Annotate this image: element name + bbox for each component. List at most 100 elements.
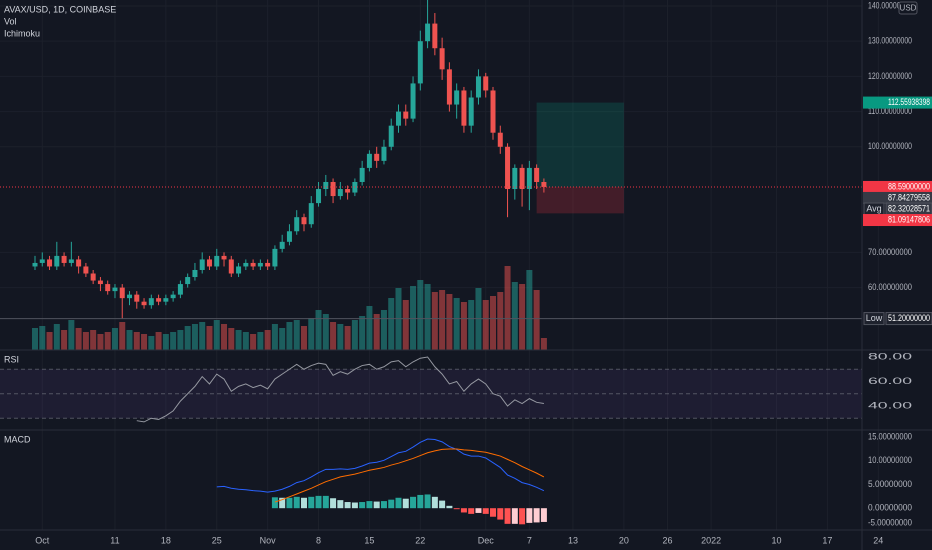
volume-bar bbox=[417, 280, 424, 350]
volume-bar bbox=[104, 332, 111, 350]
candle-body bbox=[396, 111, 401, 126]
volume-bar bbox=[141, 334, 148, 350]
y-tick-label: 10.00000000 bbox=[868, 455, 912, 465]
macd-histogram-bar bbox=[526, 508, 533, 523]
y-tick-label: 5.00000000 bbox=[868, 479, 912, 489]
candle-body bbox=[308, 203, 314, 225]
y-tick-label: 40.00 bbox=[868, 400, 912, 410]
volume-bar bbox=[431, 292, 438, 350]
x-tick-label: 7 bbox=[527, 535, 532, 545]
macd-histogram-bar bbox=[468, 508, 475, 514]
x-tick-label: Nov bbox=[260, 535, 277, 545]
candle-body bbox=[83, 266, 89, 274]
macd-histogram-bar bbox=[300, 497, 307, 509]
candle-body bbox=[417, 41, 423, 84]
volume-bar bbox=[53, 324, 60, 350]
volume-bar bbox=[32, 328, 38, 350]
volume-bar bbox=[242, 332, 249, 350]
x-tick-label: 20 bbox=[619, 535, 629, 545]
candle-body bbox=[497, 132, 503, 147]
candle-body bbox=[446, 69, 452, 105]
indicator-label[interactable]: Ichimoku bbox=[4, 28, 40, 38]
macd-histogram-bar bbox=[519, 508, 526, 525]
volume-bar bbox=[257, 332, 264, 350]
macd-histogram-bar bbox=[475, 508, 482, 513]
candle-body bbox=[505, 146, 511, 190]
candle-body bbox=[97, 280, 103, 285]
candle-body bbox=[76, 259, 82, 267]
candle-body bbox=[148, 298, 154, 306]
candle-body bbox=[177, 284, 183, 295]
volume-bar bbox=[337, 324, 344, 350]
macd-histogram-bar bbox=[344, 502, 351, 509]
volume-bar bbox=[75, 328, 82, 350]
volume-bar bbox=[388, 298, 395, 350]
price-label-box bbox=[885, 312, 932, 326]
y-tick-label: 100.00000000 bbox=[868, 141, 912, 151]
indicator-label[interactable]: Vol bbox=[4, 16, 17, 26]
candle-body bbox=[221, 255, 227, 260]
volume-bar bbox=[380, 310, 387, 350]
price-label: 82.32028571 bbox=[888, 203, 930, 213]
macd-histogram-bar bbox=[431, 496, 438, 509]
symbol[interactable]: AVAX/USD, 1D, COINBASE bbox=[4, 4, 116, 14]
volume-bar bbox=[111, 328, 118, 350]
price-label: 112.55938398 bbox=[888, 97, 930, 107]
macd-histogram-bar bbox=[315, 495, 322, 509]
volume-bar bbox=[453, 298, 460, 350]
candle-body bbox=[257, 262, 263, 267]
x-tick-label: 22 bbox=[415, 535, 425, 545]
macd-histogram-bar bbox=[373, 501, 380, 509]
y-tick-label: 80.00 bbox=[868, 351, 912, 361]
volume-bar bbox=[279, 328, 286, 350]
candle-body bbox=[170, 294, 176, 299]
macd-histogram-bar bbox=[533, 508, 540, 523]
macd-histogram-bar bbox=[504, 508, 511, 524]
volume-bar bbox=[315, 310, 322, 350]
indicator-label[interactable]: RSI bbox=[4, 354, 19, 364]
candle-body bbox=[199, 259, 205, 270]
x-tick-label: Oct bbox=[35, 535, 50, 545]
candle-body bbox=[425, 23, 431, 42]
volume-bar bbox=[119, 322, 126, 350]
macd-histogram-bar bbox=[490, 508, 497, 517]
price-tag-box bbox=[863, 312, 885, 326]
y-tick-label: 130.00000000 bbox=[868, 36, 912, 46]
volume-bar bbox=[264, 330, 271, 350]
volume-bar bbox=[126, 330, 133, 350]
volume-bar bbox=[460, 302, 467, 350]
volume-bar bbox=[424, 284, 431, 350]
candle-body bbox=[68, 259, 74, 263]
macd-histogram-bar bbox=[322, 495, 329, 509]
volume-bar bbox=[46, 332, 53, 350]
x-tick-label: 18 bbox=[161, 535, 171, 545]
x-tick-label: 25 bbox=[212, 535, 222, 545]
indicator-label[interactable]: MACD bbox=[4, 434, 31, 444]
macd-histogram-bar bbox=[366, 501, 373, 509]
candle-body bbox=[39, 259, 45, 263]
macd-histogram-bar bbox=[439, 500, 446, 509]
candle-body bbox=[279, 241, 285, 249]
volume-bar bbox=[271, 324, 278, 350]
currency-badge[interactable] bbox=[898, 1, 918, 15]
y-tick-label: 60.00000000 bbox=[868, 282, 912, 292]
macd-histogram-bar bbox=[446, 505, 453, 509]
y-tick-label: 60.00 bbox=[868, 376, 912, 386]
volume-bar bbox=[322, 314, 329, 350]
volume-bar bbox=[155, 332, 162, 350]
candle-body bbox=[374, 153, 380, 161]
volume-bar bbox=[519, 284, 526, 350]
price-label: 88.59000000 bbox=[888, 181, 930, 191]
volume-bar bbox=[504, 266, 511, 350]
candle-body bbox=[228, 259, 234, 274]
currency: USD bbox=[900, 4, 917, 13]
volume-bar bbox=[250, 334, 257, 350]
macd-histogram-bar bbox=[410, 496, 417, 509]
candle-body bbox=[461, 90, 467, 126]
candle-body bbox=[534, 167, 540, 182]
y-tick-label: 120.00000000 bbox=[868, 71, 912, 81]
volume-bar bbox=[162, 334, 169, 350]
macd-histogram-bar bbox=[286, 497, 293, 509]
